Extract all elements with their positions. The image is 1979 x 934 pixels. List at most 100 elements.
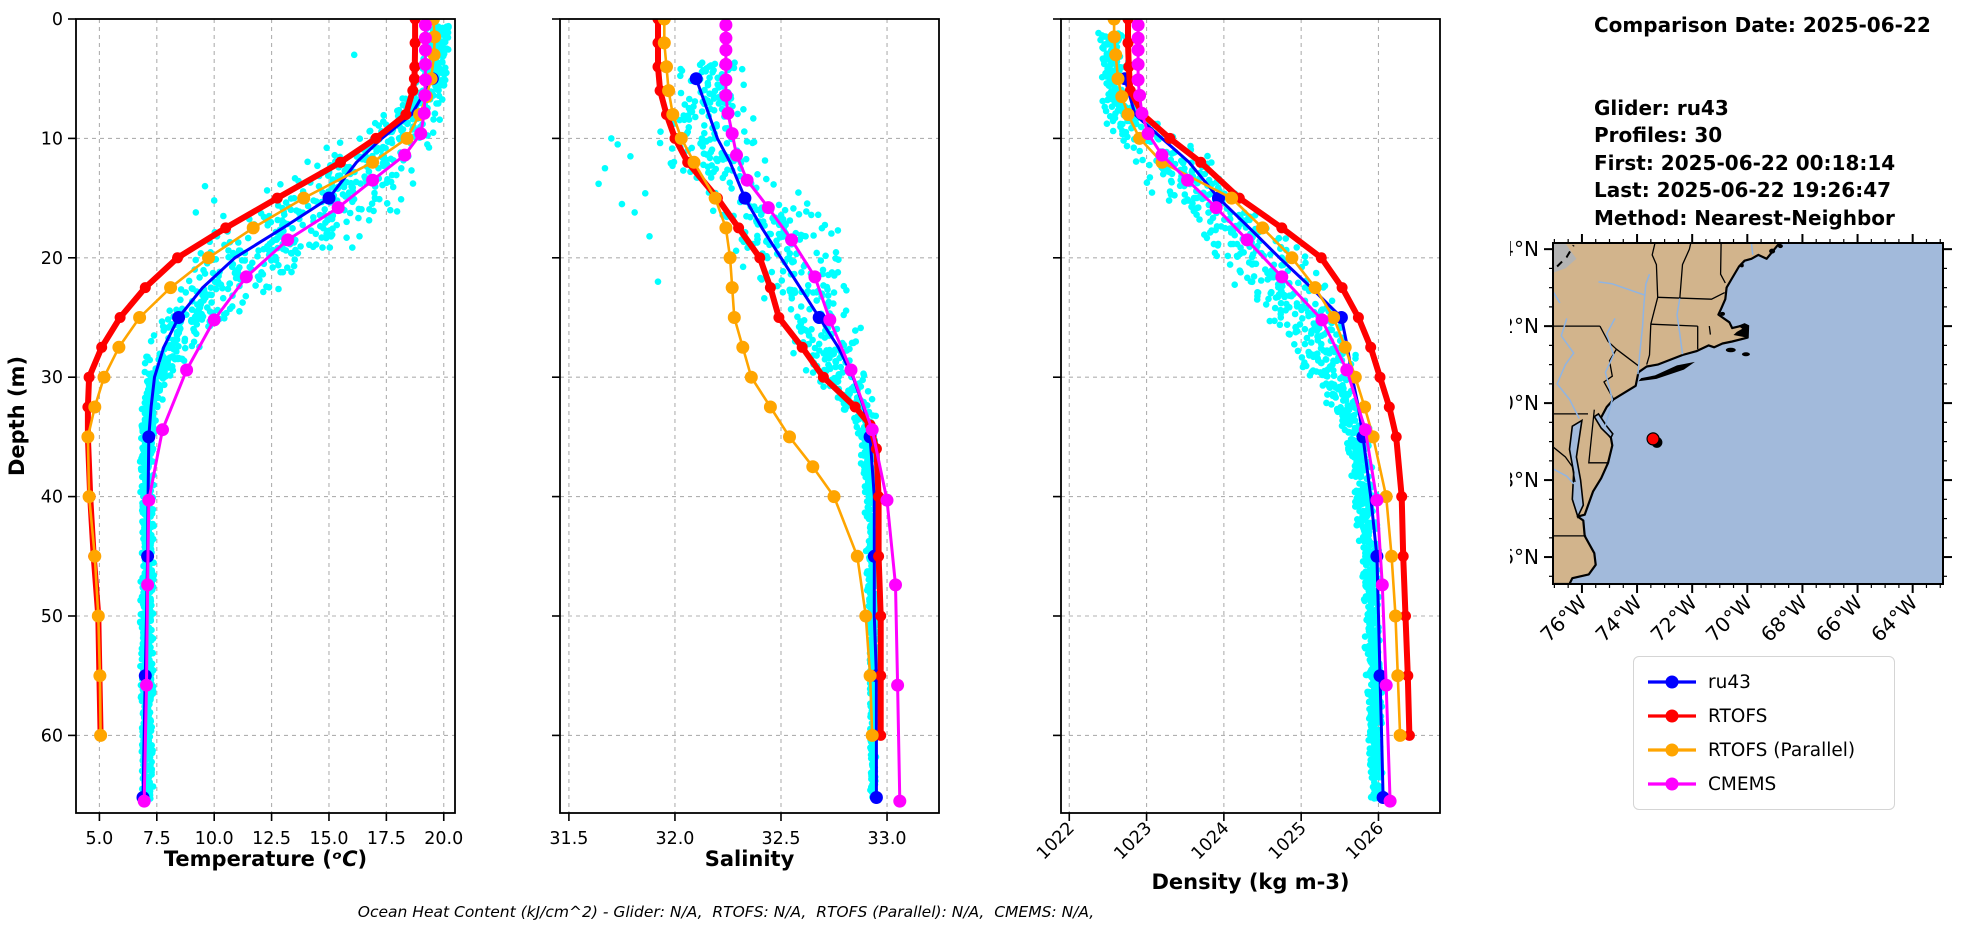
depth-axis-label: Depth (m)	[5, 356, 29, 476]
x-tick-label: 15.0	[309, 829, 348, 849]
river	[1637, 273, 1651, 375]
x-tick-label: 5.0	[85, 829, 113, 849]
map-lon-label: 66°W	[1811, 590, 1867, 646]
state-border	[1553, 446, 1576, 483]
legend-item-rtofs-parallel-: RTOFS (Parallel)	[1646, 733, 1882, 767]
series-cmems	[137, 19, 432, 808]
state-border	[1657, 292, 1725, 300]
state-border	[1679, 243, 1692, 299]
legend-label: RTOFS	[1708, 705, 1768, 727]
salinity-axis-label: Salinity	[705, 847, 795, 871]
map-lon-label: 76°W	[1535, 590, 1591, 646]
glider-scatter-points	[595, 59, 882, 801]
glider-position-marker	[1646, 432, 1660, 446]
legend-item-cmems: CMEMS	[1646, 767, 1882, 801]
plot-border	[1060, 18, 1441, 814]
island	[1720, 311, 1726, 316]
river	[1598, 281, 1646, 297]
plot-border	[75, 18, 456, 814]
y-tick-label: 30	[41, 368, 63, 388]
state-border	[1616, 348, 1639, 367]
y-tick-label: 50	[41, 607, 63, 627]
state-border	[1651, 243, 1659, 298]
profile-charts: 5.0 7.5 10.0 12.5 15.0 17.5 20.0 0 10 20 30 40 50 60 T…	[5, 10, 1441, 894]
info-line: Last: 2025-06-22 19:26:47	[1594, 178, 1892, 202]
legend-item-rtofs: RTOFS	[1646, 699, 1882, 733]
y-tick-label: 20	[41, 249, 63, 269]
map-lon-label: 70°W	[1701, 590, 1757, 646]
info-line: Glider: ru43	[1594, 95, 1729, 120]
state-border	[1646, 324, 1652, 365]
map-area	[1553, 243, 1943, 584]
x-tick-label: 1022	[1033, 818, 1079, 864]
legend-line-marker-icon	[1648, 709, 1696, 723]
density-profile-chart: 1022 1023 1024 1025 1026 Density (kg m-3)	[1033, 18, 1441, 894]
island	[1725, 347, 1736, 353]
state-border	[1719, 243, 1726, 284]
plot-border	[559, 18, 940, 814]
series-cmems	[1131, 19, 1397, 808]
x-tick-label: 1023	[1110, 818, 1156, 864]
x-tick-label: 1024	[1188, 818, 1234, 864]
legend-label: CMEMS	[1708, 773, 1777, 795]
glider-scatter-points	[1095, 29, 1387, 802]
state-border	[1588, 409, 1609, 464]
river	[1676, 298, 1684, 355]
x-tick-label: 1026	[1342, 818, 1388, 864]
island	[1741, 352, 1750, 357]
map-lat-label: 40°N	[1510, 391, 1539, 415]
island	[1777, 244, 1783, 249]
river	[1604, 318, 1616, 427]
river	[1556, 318, 1580, 419]
delaware-bay	[1593, 412, 1614, 440]
state-border	[1708, 326, 1712, 335]
map-lon-label: 74°W	[1591, 590, 1647, 646]
ocean-heat-content-caption: Ocean Heat Content (kJ/cm^2) - Glider: N…	[357, 903, 1095, 921]
temperature-profile-chart: 5.0 7.5 10.0 12.5 15.0 17.5 20.0 0 10 20 30 40 50 60 T…	[5, 10, 463, 871]
legend-label: ru43	[1708, 671, 1751, 693]
chesapeake-bay	[1568, 418, 1585, 519]
x-tick-label: 20.0	[424, 829, 463, 849]
river	[1750, 243, 1754, 255]
legend: ru43 RTOFS RTOFS (Parallel) CMEMS	[1633, 656, 1895, 810]
comparison-date-text: Comparison Date: 2025-06-22	[1594, 13, 1931, 37]
x-tick-label: 31.5	[549, 829, 588, 849]
comparison-info-panel: Comparison Date: 2025-06-22 Glider: ru43…	[1594, 12, 1931, 232]
x-tick-label: 33.0	[868, 829, 907, 849]
map-lon-label: 68°W	[1756, 590, 1812, 646]
map-lat-label: 38°N	[1510, 468, 1539, 492]
legend-label: RTOFS (Parallel)	[1708, 739, 1856, 761]
x-tick-label: 32.5	[762, 829, 801, 849]
island	[1769, 248, 1776, 254]
map-lat-label: 44°N	[1510, 237, 1539, 261]
legend-line-marker-icon	[1648, 675, 1696, 689]
map-lon-label: 72°W	[1646, 590, 1702, 646]
river	[1553, 291, 1561, 304]
state-border	[1650, 323, 1698, 327]
salinity-profile-chart: 31.5 32.0 32.5 33.0 Salinity	[549, 18, 940, 871]
y-tick-label: 40	[41, 488, 63, 508]
state-border	[1599, 325, 1618, 400]
cape-cod	[1733, 323, 1750, 339]
river	[1553, 467, 1575, 485]
map-lat-label: 36°N	[1510, 545, 1539, 569]
legend-line-marker-icon	[1648, 743, 1696, 757]
x-tick-label: 12.5	[252, 829, 291, 849]
legend-item-ru43: ru43	[1646, 665, 1882, 699]
x-tick-label: 32.0	[655, 829, 694, 849]
x-tick-label: 10.0	[195, 829, 234, 849]
x-tick-label: 7.5	[143, 829, 171, 849]
state-border	[1650, 297, 1659, 325]
series-cmems	[719, 19, 907, 808]
legend-line-marker-icon	[1648, 777, 1696, 791]
glider-location-map: 44°N 42°N 40°N 38°N 36°N 76°W74°W72°W70°W68°W…	[1510, 234, 1952, 647]
y-tick-label: 60	[41, 726, 63, 746]
island	[1739, 263, 1744, 268]
glider-info-lines: Glider: ru43 Profiles: 30 First: 2025-06-2…	[1594, 95, 1931, 233]
series-rtofs-parallel-	[657, 19, 879, 742]
density-axis-label: Density (kg m-3)	[1151, 870, 1349, 894]
info-line: Method: Nearest-Neighbor	[1594, 205, 1895, 230]
y-tick-label: 0	[52, 10, 63, 30]
x-tick-label: 17.5	[367, 829, 406, 849]
long-island	[1638, 361, 1695, 382]
